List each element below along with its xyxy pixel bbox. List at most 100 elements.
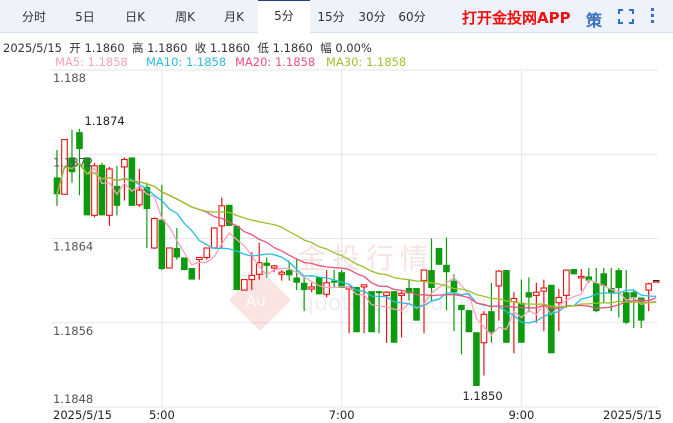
fullscreen-icon[interactable]	[618, 9, 634, 24]
y-tick-label: 1.1856	[53, 324, 93, 338]
candle-down	[300, 277, 308, 312]
candle-body	[443, 264, 450, 273]
candle-body	[465, 310, 473, 333]
candle-down	[473, 332, 480, 386]
ma10-line	[56, 162, 657, 324]
candle-body	[98, 164, 106, 216]
tab-30min[interactable]: 30分	[358, 9, 386, 24]
low-label: 低	[257, 41, 269, 55]
candle-body	[91, 165, 98, 216]
candle-down	[548, 284, 555, 354]
candle-up	[255, 242, 263, 280]
candle-body	[240, 279, 248, 291]
tab-5min[interactable]: 5分	[258, 0, 310, 33]
candle-body	[285, 270, 293, 276]
ma5-legend: MA5: 1.1858	[55, 55, 128, 69]
ma30-legend: MA30: 1.1858	[326, 55, 407, 69]
candle-down	[68, 130, 76, 183]
candle-body	[121, 158, 128, 168]
candle-up	[398, 291, 405, 338]
high-value: 1.1860	[147, 41, 188, 55]
max-price-label: 1.1874	[84, 114, 124, 128]
candle-body	[233, 225, 241, 291]
x-tick-label: 5:00	[149, 408, 175, 422]
candle-body	[548, 284, 555, 354]
open-value: 1.1860	[84, 41, 125, 55]
candle-body	[428, 270, 435, 288]
tab-15min[interactable]: 15分	[317, 9, 345, 24]
candle-down	[592, 267, 600, 313]
candle-body	[562, 269, 570, 296]
candle-body	[323, 282, 330, 295]
candle-body	[210, 227, 218, 249]
candle-down	[413, 287, 420, 321]
tab-monthly-k[interactable]: 月K	[224, 9, 244, 24]
candle-body	[600, 273, 608, 286]
candle-body	[450, 280, 458, 293]
candle-body	[435, 247, 443, 265]
candle-body	[630, 292, 638, 298]
candle-body	[398, 292, 405, 296]
candle-down	[525, 277, 533, 313]
tab-daily-k[interactable]: 日K	[125, 9, 145, 24]
candle-up	[480, 311, 488, 376]
candle-body	[592, 282, 600, 312]
candle-body	[495, 270, 503, 287]
candle-down	[450, 274, 458, 332]
candle-up	[562, 269, 570, 309]
min-price-label: 1.1850	[462, 389, 502, 403]
candle-body	[278, 271, 286, 275]
candle-body	[308, 286, 316, 290]
candle-down	[428, 238, 435, 301]
candle-body	[540, 287, 548, 292]
candle-body	[166, 247, 173, 269]
candle-body	[248, 274, 256, 281]
candle-up	[383, 291, 390, 343]
tab-timeshare[interactable]: 分时	[21, 9, 46, 24]
candle-body	[293, 277, 300, 283]
candle-up	[645, 282, 653, 312]
candle-down	[98, 162, 106, 216]
candle-body	[473, 332, 480, 386]
candle-body	[270, 265, 278, 269]
candle-down	[233, 225, 241, 291]
change-label: 幅	[320, 41, 332, 55]
candle-body	[218, 205, 226, 227]
period-tab-bar: 分时 5日 日K 周K 月K 5分 15分 30分 60分	[0, 0, 673, 33]
candle-body	[181, 257, 188, 271]
candle-body	[330, 280, 338, 283]
ma30-line	[56, 162, 657, 308]
candle-down	[518, 279, 525, 343]
tab-5day[interactable]: 5日	[75, 9, 95, 24]
candle-up	[195, 256, 203, 280]
candle-up	[555, 289, 563, 332]
y-tick-label: 1.1872	[53, 155, 93, 169]
candle-body	[405, 287, 413, 294]
candle-body	[458, 304, 465, 311]
candle-up	[533, 282, 540, 323]
x-tick-label: 2025/5/15	[53, 408, 112, 422]
candle-body	[136, 189, 143, 206]
candle-body	[188, 267, 196, 280]
watermark-logo-text: Au	[246, 292, 266, 310]
candle-body	[106, 168, 113, 216]
y-tick-label: 1.188	[53, 71, 86, 85]
candle-up	[203, 247, 211, 260]
candle-body	[76, 132, 83, 149]
candle-body	[195, 256, 203, 261]
candle-up	[278, 270, 286, 281]
candle-body	[68, 157, 76, 173]
candle-body	[525, 292, 533, 298]
tab-weekly-k[interactable]: 周K	[175, 9, 195, 24]
tab-60min[interactable]: 60分	[398, 9, 426, 24]
open-app-link[interactable]: 打开金投网APP	[462, 9, 571, 27]
close-value: 1.1860	[209, 41, 251, 55]
candle-down	[338, 270, 345, 288]
change-value: 0.00%	[335, 41, 372, 55]
candle-down	[158, 184, 166, 271]
candle-body	[353, 286, 360, 333]
more-vertical-icon[interactable]	[651, 8, 655, 26]
candle-down	[368, 291, 375, 333]
candle-down	[375, 291, 383, 334]
strategy-button[interactable]: 策	[586, 11, 603, 30]
